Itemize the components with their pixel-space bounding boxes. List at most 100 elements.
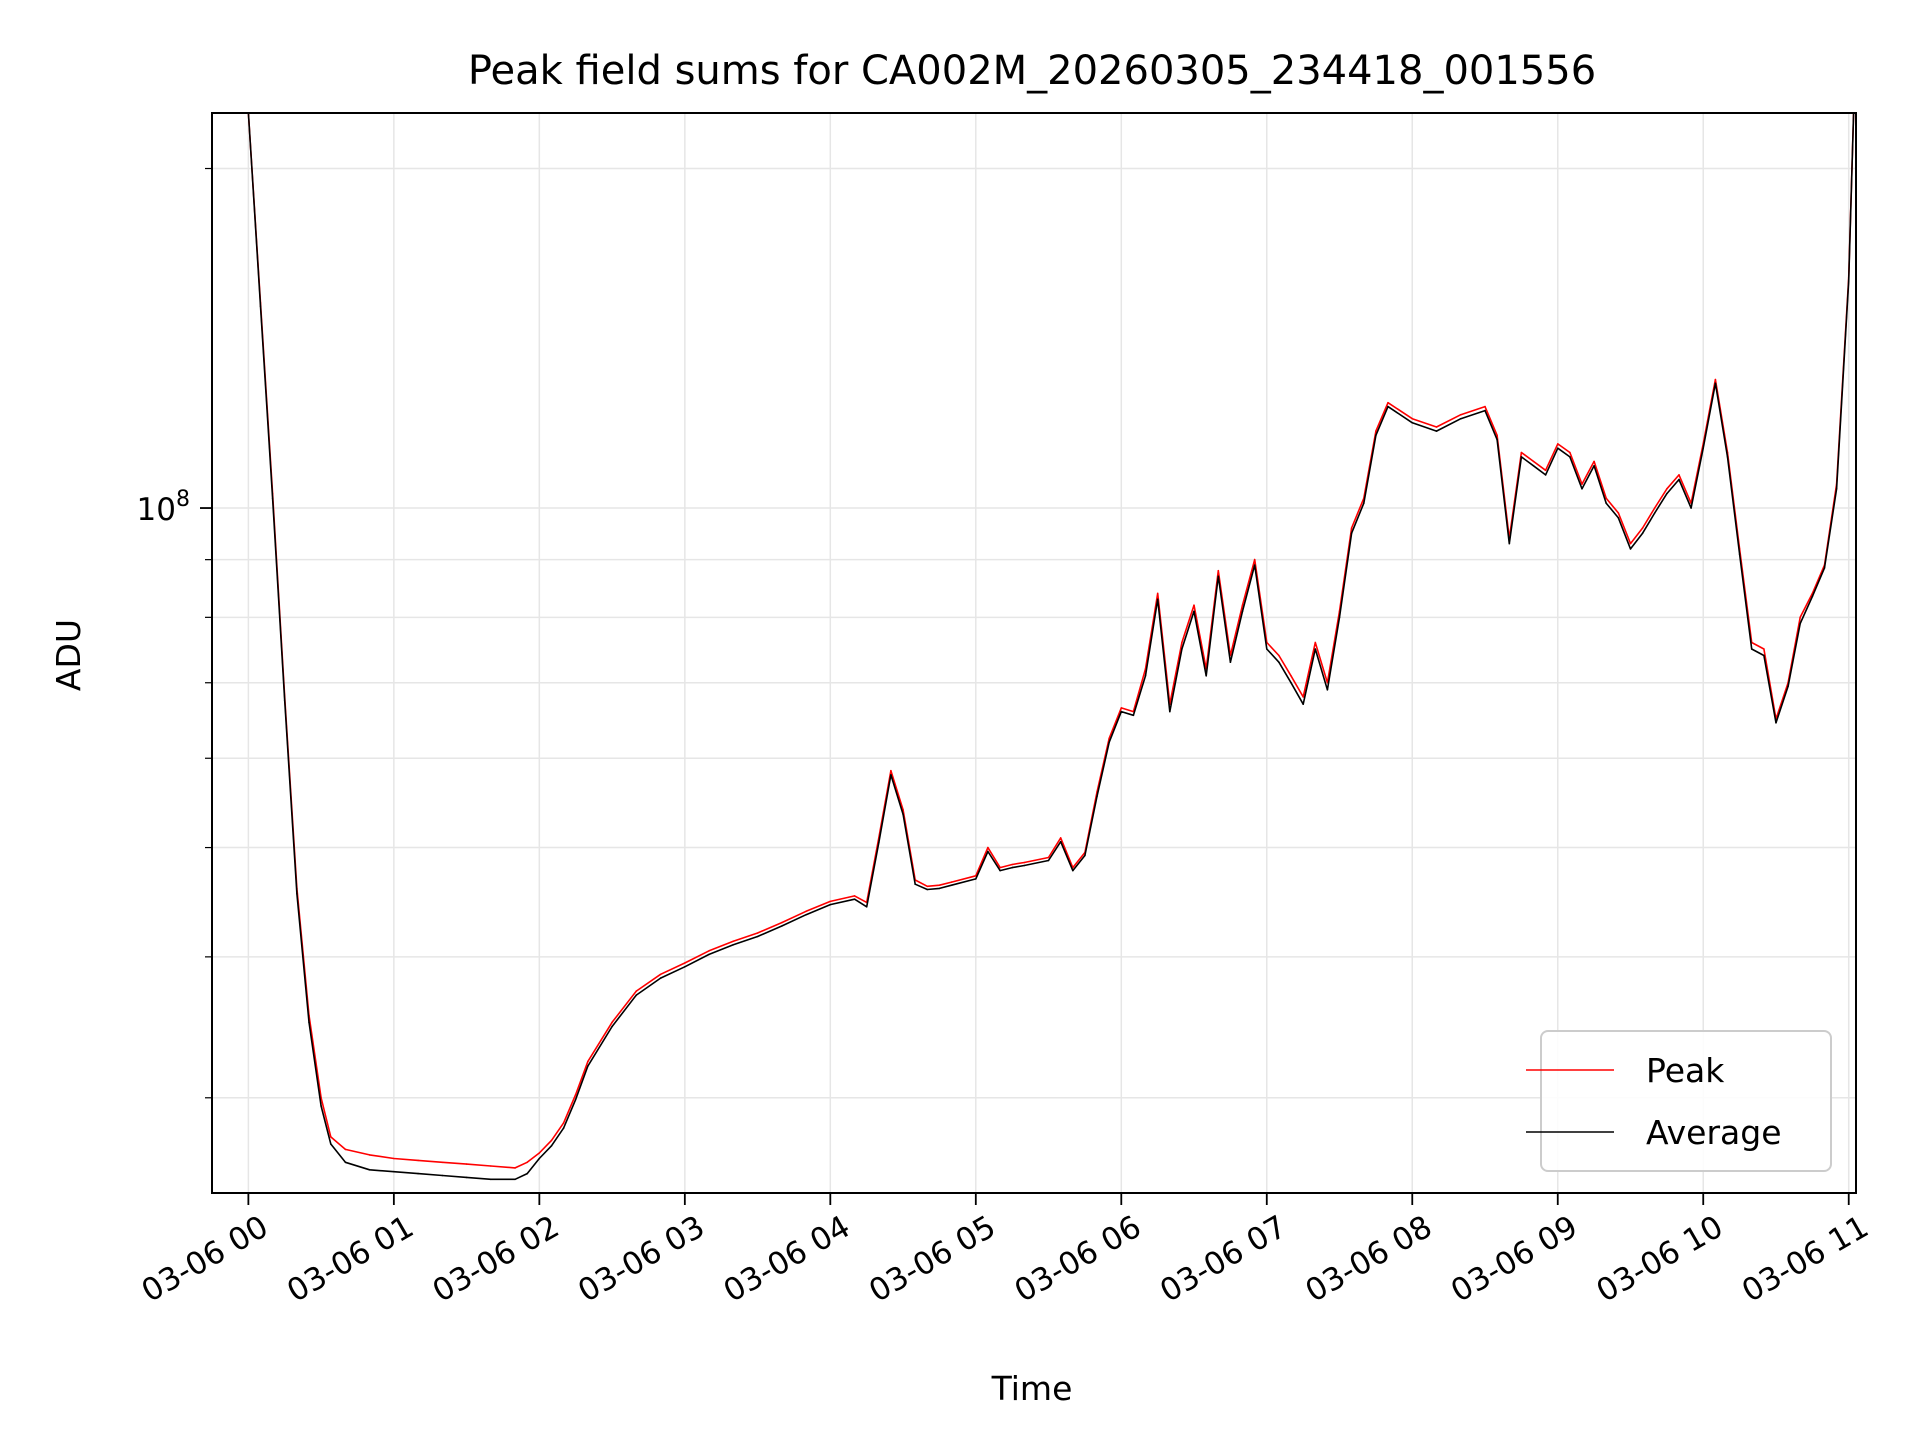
data-point-average [1678,478,1680,481]
data-point-average [1811,595,1814,598]
data-point-peak [1653,507,1656,509]
data-point-average [1484,409,1486,412]
data-point-peak [732,940,735,942]
data-point-peak [635,990,638,992]
data-point-average [659,977,662,979]
data-point-average [1787,685,1789,688]
data-point-peak [684,962,686,964]
data-point-average [1557,447,1559,450]
data-point-average [684,966,686,968]
data-point-average [1714,382,1717,385]
data-point-peak [1047,856,1050,859]
data-point-peak [1569,451,1571,454]
y-tick-label-exponent: 8 [176,487,190,512]
data-point-average [514,1178,516,1181]
data-point-average [1605,502,1607,505]
data-point-average [1726,456,1729,458]
data-point-average [526,1172,528,1175]
data-point-average [296,893,298,895]
data-point-average [1132,714,1135,717]
data-point-average [330,1143,332,1145]
data-point-average [1363,502,1365,505]
data-point-peak [890,769,892,772]
data-point-average [732,944,735,946]
data-point-average [890,774,892,776]
data-point-average [756,935,759,938]
data-point-peak [1593,460,1595,463]
data-point-average [1011,866,1013,869]
data-point-peak [1520,451,1523,454]
data-point-peak [1496,434,1498,437]
data-point-average [320,1105,322,1107]
data-point-average [805,913,807,916]
data-point-average [950,884,953,886]
data-point-peak [574,1093,577,1096]
data-point-peak [330,1136,332,1138]
data-point-average [1387,405,1389,408]
legend-label-average: Average [1646,1113,1782,1152]
data-point-peak [1023,861,1026,864]
data-point-peak [950,881,953,883]
data-point-average [829,903,832,906]
data-point-peak [368,1154,371,1156]
data-point-peak [1617,512,1620,514]
data-point-average [999,869,1001,872]
data-point-peak [1799,616,1801,619]
data-point-average [368,1169,371,1171]
data-point-peak [756,932,759,934]
data-point-average [1253,564,1256,566]
plot-frame [211,112,1857,1194]
data-point-average [1666,492,1668,495]
data-point-peak [417,1159,419,1162]
data-point-peak [829,900,832,903]
grid [212,113,1856,1193]
x-axis-label: Time [991,1369,1073,1408]
data-point-peak [1193,604,1195,606]
data-point-peak [999,866,1001,869]
data-point-average [1375,434,1377,437]
data-point-peak [1278,654,1280,657]
data-point-peak [805,910,807,913]
data-point-peak [526,1161,528,1164]
data-point-peak [853,895,856,897]
data-point-peak [1557,443,1559,445]
data-point-average [1496,438,1498,441]
data-point-average [1181,648,1183,650]
data-point-peak [1350,527,1353,529]
data-point-peak [902,809,904,811]
data-point-peak [1011,863,1013,866]
data-point-average [574,1098,577,1101]
data-point-average [1520,456,1523,458]
data-point-average [283,699,286,702]
data-point-average [1702,447,1704,450]
data-point-average [441,1174,444,1177]
data-point-average [259,305,262,308]
data-point-peak [1678,474,1680,476]
data-point-average [1302,703,1304,705]
data-point-average [611,1025,613,1028]
data-point-average [987,850,989,853]
data-point-average [1338,616,1341,619]
data-point-average [914,883,916,885]
data-point-peak [1484,405,1486,408]
data-point-average [1775,722,1777,724]
data-point-peak [1375,430,1377,432]
data-point-average [1799,622,1801,625]
data-point-average [1096,795,1098,798]
series-line-peak [247,113,1855,1169]
data-point-average [1084,854,1086,857]
data-point-average [1823,567,1826,569]
data-point-average [1629,548,1632,550]
data-point-peak [708,950,710,952]
data-point-average [1738,553,1741,555]
data-point-peak [1544,469,1547,472]
data-point-average [1690,507,1692,509]
data-point-average [1169,710,1171,713]
data-point-average [938,887,941,890]
series-group [247,113,1855,1181]
data-point-average [1144,675,1147,677]
data-point-average [562,1127,565,1129]
data-point-average [1847,280,1850,282]
data-point-peak [611,1021,613,1024]
